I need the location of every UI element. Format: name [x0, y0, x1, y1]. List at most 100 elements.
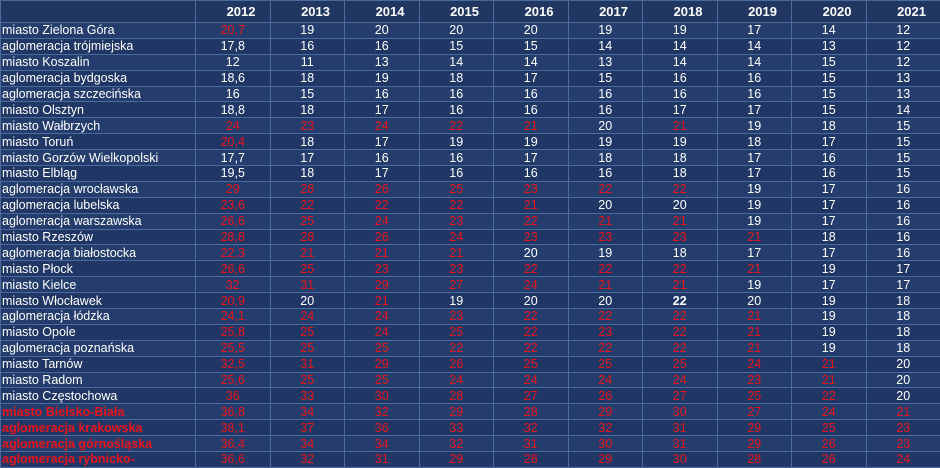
table-cell: 22 — [642, 339, 718, 357]
table-cell: 28 — [418, 387, 494, 405]
table-cell: 17 — [493, 69, 569, 87]
table-cell: 20 — [269, 292, 345, 310]
row-label: miasto Radom — [0, 371, 196, 389]
table-row: aglomeracja górnośląska 36,4 34 34 32 31 30 31 2… — [0, 435, 940, 453]
table-cell: 25 — [642, 355, 718, 373]
table-body: miasto Zielona Góra 20,7 19 20 20 20 19 19 17 14 1… — [0, 22, 940, 468]
table-cell: 24 — [269, 308, 345, 325]
table-row: miasto Wałbrzych 24 23 24 22 21 20 21 19 18 15 — [0, 117, 940, 135]
table-cell: 20 — [493, 292, 569, 310]
table-cell: 33 — [269, 387, 345, 405]
table-cell: 20 — [865, 371, 940, 389]
table-cell: 16 — [418, 149, 494, 167]
table-cell: 24 — [195, 117, 271, 135]
table-cell: 19 — [344, 69, 420, 87]
table-cell: 18 — [269, 101, 345, 119]
table-cell: 22 — [493, 323, 569, 341]
table-cell: 12 — [865, 37, 940, 55]
table-cell: 29 — [567, 403, 643, 421]
table-cell: 29 — [418, 451, 494, 468]
table-cell: 30 — [642, 451, 718, 468]
table-cell: 17 — [791, 133, 867, 151]
table-cell: 37 — [269, 419, 345, 437]
table-cell: 26,6 — [195, 260, 271, 278]
table-cell: 21 — [567, 276, 643, 294]
table-cell: 21 — [642, 117, 718, 135]
table-cell: 23 — [418, 308, 494, 325]
table-cell: 27 — [642, 387, 718, 405]
table-cell: 36,6 — [195, 451, 271, 468]
table-cell: 15 — [865, 149, 940, 167]
table-row: aglomeracja warszawska 26,6 25 24 23 22 21 21 19… — [0, 212, 940, 230]
table-cell: 25 — [716, 387, 792, 405]
table-cell: 14 — [716, 53, 792, 71]
table-cell: 30 — [567, 435, 643, 453]
table-cell: 15 — [791, 53, 867, 71]
row-label: aglomeracja lubelska — [0, 196, 196, 214]
table-row: miasto Opole 25,8 25 24 25 22 23 22 21 19 18 — [0, 323, 940, 341]
table-cell: 23 — [865, 419, 940, 437]
year-header: 2013 — [269, 0, 345, 23]
table-cell: 19 — [418, 133, 494, 151]
table-cell: 18 — [642, 165, 718, 182]
table-cell: 18 — [642, 244, 718, 262]
table-row: aglomeracja bydgoska 18,6 18 19 18 17 15 16 16 15… — [0, 69, 940, 87]
year-header: 2018 — [642, 0, 718, 23]
table-row: aglomeracja rybnicko- 36,6 32 31 29 28 29 30 28 2… — [0, 451, 940, 468]
table-row: aglomeracja krakowska 38,1 37 36 33 32 32 31 29 2… — [0, 419, 940, 437]
table-cell: 32 — [493, 419, 569, 437]
table-cell: 22 — [567, 308, 643, 325]
table-cell: 24 — [344, 212, 420, 230]
table-cell: 22 — [344, 196, 420, 214]
table-cell: 22 — [567, 339, 643, 357]
table-cell: 29 — [418, 403, 494, 421]
corner-header — [0, 0, 196, 23]
table-cell: 14 — [642, 37, 718, 55]
table-cell: 23 — [642, 228, 718, 246]
table-cell: 12 — [865, 22, 940, 39]
table-cell: 19 — [567, 22, 643, 39]
table-cell: 15 — [567, 69, 643, 87]
table-row: miasto Bielsko-Biała 36,8 34 32 29 28 29 30 27 24… — [0, 403, 940, 421]
table-cell: 16 — [344, 37, 420, 55]
table-row: miasto Radom 25,6 25 25 24 24 24 24 23 21 20 — [0, 371, 940, 389]
table-cell: 16 — [865, 228, 940, 246]
table-cell: 21 — [716, 339, 792, 357]
table-cell: 24 — [344, 117, 420, 135]
table-cell: 15 — [791, 85, 867, 103]
table-cell: 24,1 — [195, 308, 271, 325]
table-cell: 26 — [567, 387, 643, 405]
table-cell: 22 — [642, 292, 718, 310]
table-cell: 19 — [716, 180, 792, 198]
table-cell: 22 — [567, 260, 643, 278]
row-label: miasto Gorzów Wielkopolski — [0, 149, 196, 167]
table-cell: 17 — [344, 133, 420, 151]
table-cell: 18 — [418, 69, 494, 87]
table-row: miasto Włocławek 20,9 20 21 19 20 20 22 20 19 18 — [0, 292, 940, 310]
table-cell: 20,9 — [195, 292, 271, 310]
row-label: aglomeracja poznańska — [0, 339, 196, 357]
row-label: aglomeracja wrocławska — [0, 180, 196, 198]
table-cell: 20 — [642, 196, 718, 214]
table-row: miasto Zielona Góra 20,7 19 20 20 20 19 19 17 14 1… — [0, 22, 940, 39]
table-cell: 23 — [493, 180, 569, 198]
table-row: aglomeracja łódzka 24,1 24 24 23 22 22 22 21 19 18 — [0, 308, 940, 325]
table-cell: 17 — [493, 149, 569, 167]
table-cell: 16 — [567, 85, 643, 103]
table-cell: 21 — [269, 244, 345, 262]
table-cell: 23 — [344, 260, 420, 278]
table-cell: 18,6 — [195, 69, 271, 87]
table-cell: 18 — [791, 117, 867, 135]
table-cell: 16 — [791, 149, 867, 167]
table-cell: 27 — [716, 403, 792, 421]
table-cell: 19 — [791, 292, 867, 310]
table-cell: 22 — [269, 196, 345, 214]
table-cell: 32 — [567, 419, 643, 437]
table-cell: 25 — [418, 323, 494, 341]
table-cell: 17 — [344, 165, 420, 182]
table-cell: 22 — [642, 323, 718, 341]
row-label: aglomeracja bydgoska — [0, 69, 196, 87]
table-cell: 21 — [716, 228, 792, 246]
table-cell: 25 — [269, 212, 345, 230]
